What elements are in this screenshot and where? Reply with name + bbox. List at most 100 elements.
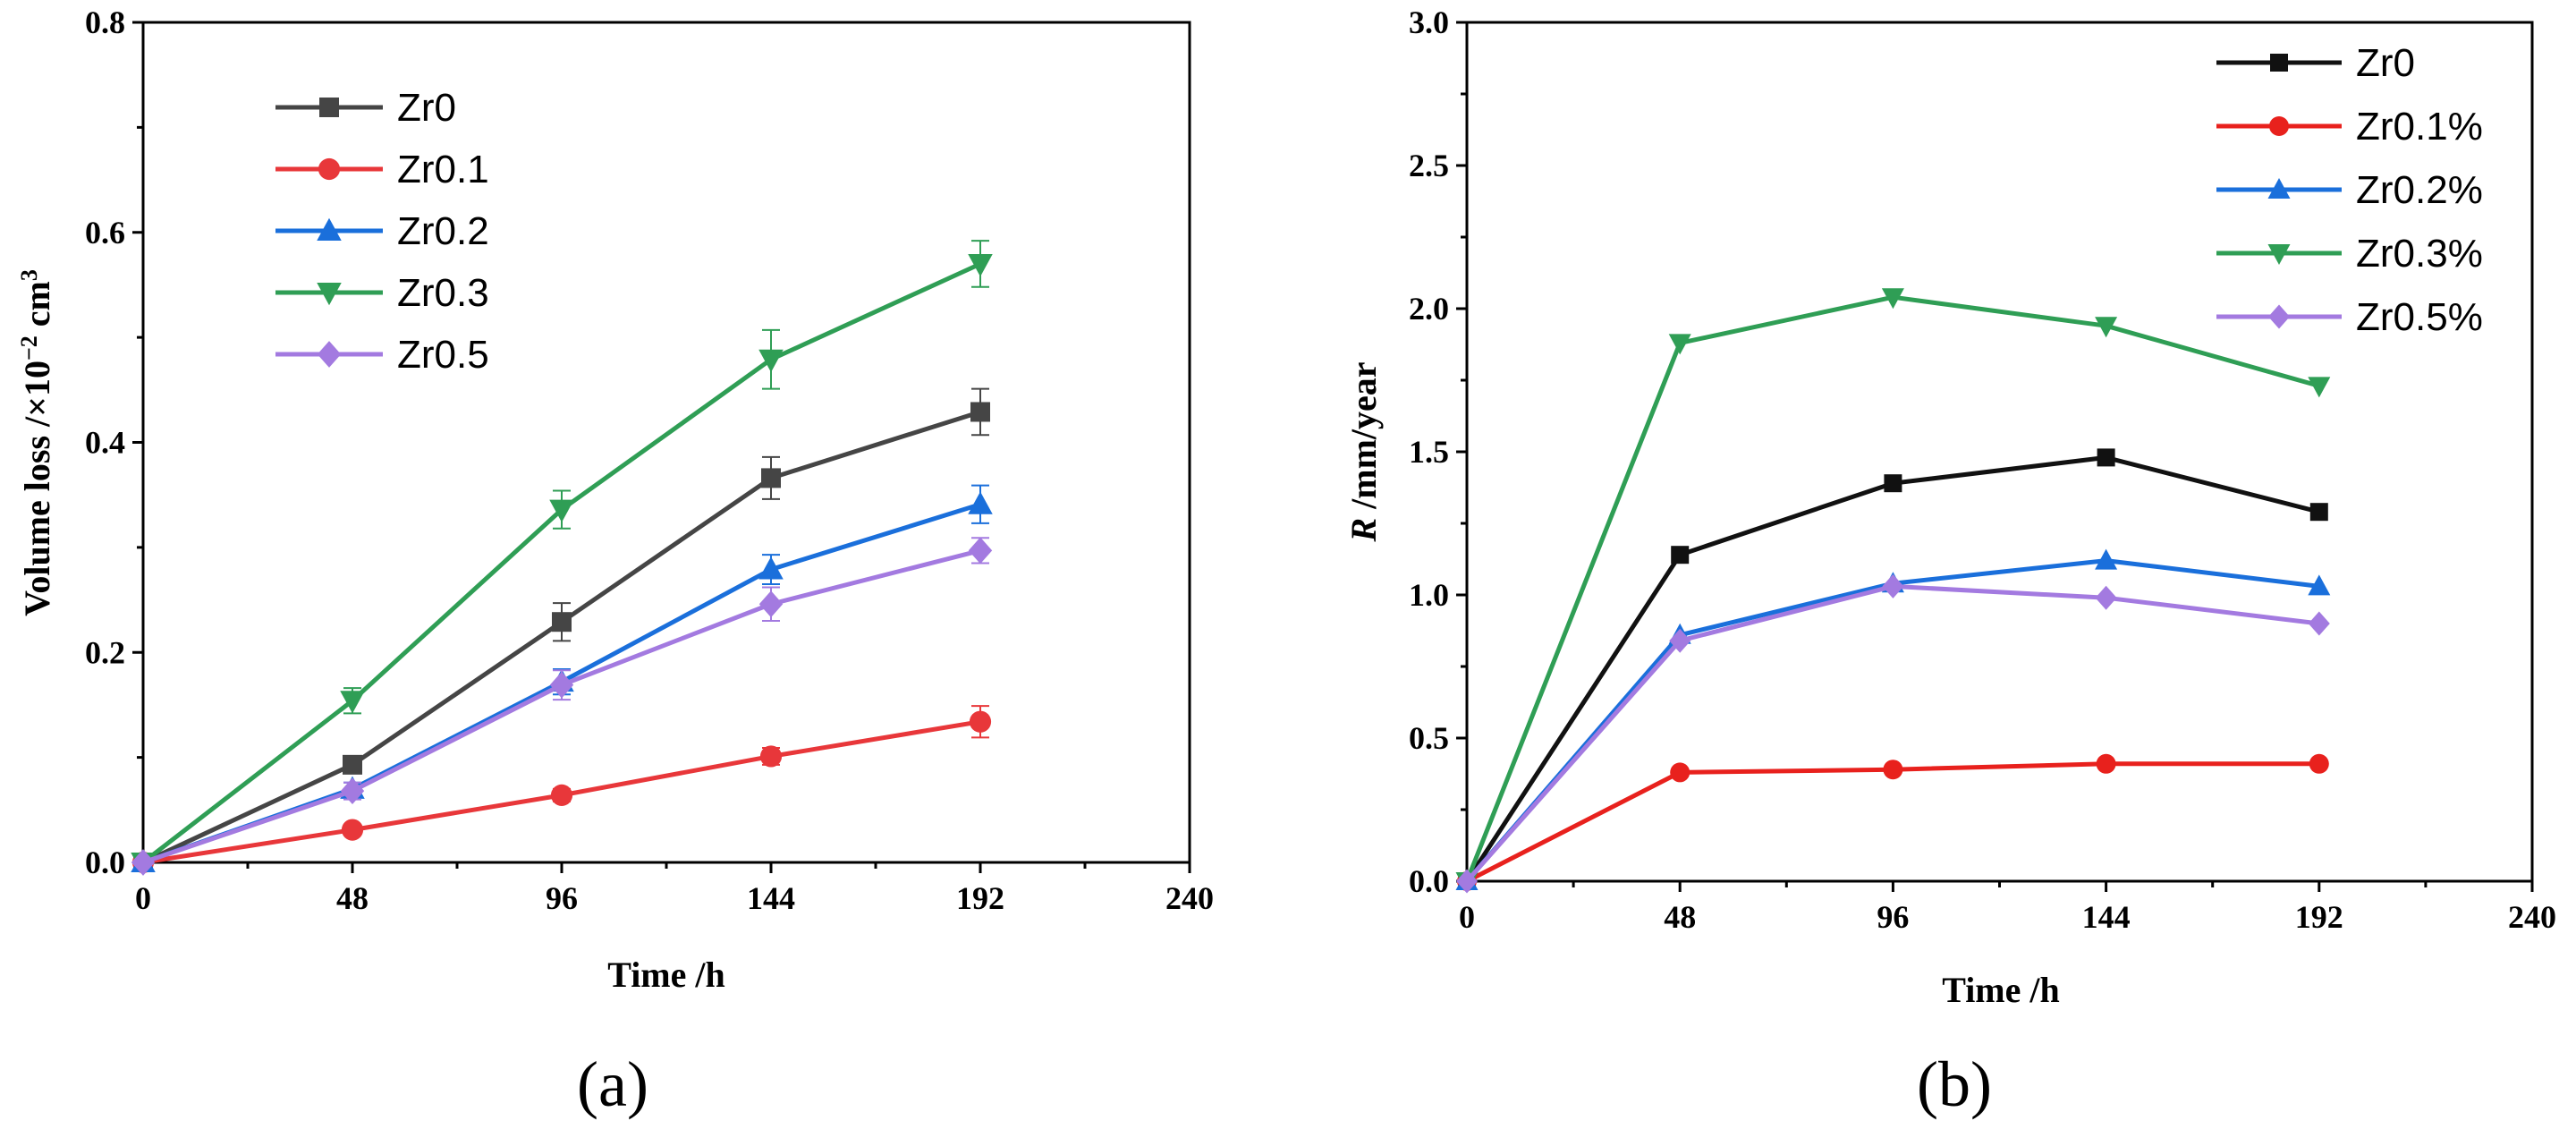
panel-b-y-tick-label: 2.5 (1409, 148, 1449, 183)
panel-b-y-tick-label: 3.0 (1409, 4, 1449, 40)
panel-b-y-axis-title-main: /mm/year (1343, 361, 1384, 517)
panel-a-x-tick-label: 192 (956, 880, 1004, 916)
legend-marker (2267, 244, 2291, 265)
data-point (549, 499, 574, 522)
data-point (968, 253, 993, 277)
panel-a-y-tick-label: 0.2 (85, 634, 125, 670)
legend-marker (2269, 116, 2289, 136)
legend-entry: Zr0.5 (275, 333, 489, 377)
panel-b-x-tick-label: 192 (2295, 899, 2343, 935)
panel-a-plot-frame (141, 21, 1191, 864)
legend-label: Zr0.5% (2356, 295, 2483, 339)
legend-entry: Zr0 (275, 86, 456, 130)
panel-b-plot-frame (1465, 21, 2534, 883)
panel-b-y-tick-label: 1.0 (1409, 577, 1449, 613)
panel-a-series-zr0-3 (131, 240, 993, 876)
panel-b-y-tick-label: 1.5 (1409, 434, 1449, 470)
panel-a-x-tick-label: 0 (135, 880, 151, 916)
legend-label: Zr0.3% (2356, 232, 2483, 276)
data-point (2308, 574, 2331, 596)
data-point (2309, 503, 2328, 522)
data-point (969, 710, 992, 733)
panel-a-y-axis-title-unit: cm (17, 281, 57, 335)
panel-a-x-axis-title: Time /h (607, 955, 725, 995)
data-point (1669, 628, 1691, 653)
panel-a-ticks: 0 48 96 144 192 240 0.0 0.2 0.4 0.6 0.8 (85, 4, 1214, 916)
data-point (1671, 546, 1690, 564)
panel-b-x-tick-label: 96 (1877, 899, 1909, 935)
legend-marker (317, 341, 342, 368)
data-point (1668, 334, 1691, 355)
panel-b-legend: Zr0 Zr0.1% Zr0.2% Zr0.3% Zr0.5% (2216, 41, 2483, 339)
data-point (2308, 611, 2330, 636)
panel-a: 0 48 96 144 192 240 0.0 0.2 0.4 0.6 0.8 Zr0 Zr0.1 Zr… (16, 4, 1214, 1120)
legend-entry: Zr0.1 (275, 148, 489, 191)
legend-marker (2268, 304, 2290, 329)
data-point (2309, 753, 2329, 774)
panel-a-x-tick-label: 144 (747, 880, 795, 916)
data-point (341, 819, 364, 841)
data-point (549, 671, 574, 699)
data-point (1456, 869, 1478, 894)
data-point (1670, 762, 1690, 783)
data-point (2097, 448, 2115, 467)
panel-b-series-zr0-2- (1455, 548, 2331, 890)
legend-marker (2267, 178, 2291, 199)
panel-b-series-zr0-1- (1457, 753, 2329, 891)
panel-b-y-tick-label: 0.0 (1409, 863, 1449, 899)
panel-a-x-tick-label: 48 (336, 880, 369, 916)
legend-marker (319, 98, 339, 117)
panel-a-x-tick-label: 240 (1165, 880, 1214, 916)
legend-label: Zr0.2 (397, 209, 489, 253)
panel-b-y-axis-title-italic: R (1343, 518, 1384, 543)
panel-a-y-tick-label: 0.6 (85, 215, 125, 250)
legend-marker (318, 157, 341, 181)
data-point (552, 612, 572, 632)
panel-b-x-tick-label: 48 (1664, 899, 1696, 935)
panel-a-y-axis-title-unit-exp: 3 (16, 269, 42, 281)
data-point (2095, 585, 2117, 610)
panel-b-y-axis-title: R /mm/year (1343, 361, 1384, 542)
legend-marker (317, 217, 342, 241)
panel-a-x-tick-label: 96 (546, 880, 578, 916)
data-point (968, 491, 993, 514)
data-point (1884, 474, 1902, 493)
data-point (2095, 317, 2118, 338)
data-point (1883, 760, 1903, 780)
panel-b-series-zr0-5- (1456, 573, 2330, 894)
panel-b-series-zr0 (1458, 448, 2328, 890)
panel-a-y-tick-label: 0.0 (85, 845, 125, 880)
panel-b-x-tick-label: 0 (1459, 899, 1475, 935)
panel-b-x-tick-label: 240 (2508, 899, 2556, 935)
legend-entry: Zr0.2 (275, 209, 489, 253)
data-point (340, 691, 365, 714)
data-point (761, 468, 781, 488)
panel-b-label: (b) (1917, 1048, 1992, 1120)
panel-a-y-tick-label: 0.8 (85, 4, 125, 40)
legend-entry: Zr0 (2216, 41, 2415, 85)
panel-b-y-tick-label: 2.0 (1409, 291, 1449, 327)
legend-marker (2270, 54, 2288, 72)
data-point (970, 402, 990, 422)
data-point (343, 754, 362, 775)
panel-a-series-zr0-1 (131, 705, 992, 874)
panel-a-label: (a) (577, 1048, 648, 1120)
panel-a-legend: Zr0 Zr0.1 Zr0.2 Zr0.3 Zr0.5 (275, 86, 489, 377)
legend-label: Zr0.2% (2356, 168, 2483, 212)
series-line (141, 261, 982, 864)
legend-entry: Zr0.3% (2216, 232, 2483, 276)
legend-label: Zr0 (397, 86, 456, 130)
legend-label: Zr0.1 (397, 148, 489, 191)
panel-a-series-zr0-5 (131, 537, 993, 876)
data-point (758, 349, 784, 373)
data-point (968, 537, 993, 564)
panel-a-y-tick-label: 0.4 (85, 425, 125, 461)
panel-b-x-tick-label: 144 (2082, 899, 2131, 935)
legend-label: Zr0 (2356, 41, 2415, 85)
data-point (131, 849, 156, 876)
panel-b-x-axis-title: Time /h (1942, 970, 2060, 1010)
panel-b-ticks: 0 48 96 144 192 240 0.0 0.5 1.0 1.5 2.0 2.5 3.0 (1409, 4, 2556, 935)
data-point (759, 745, 783, 768)
